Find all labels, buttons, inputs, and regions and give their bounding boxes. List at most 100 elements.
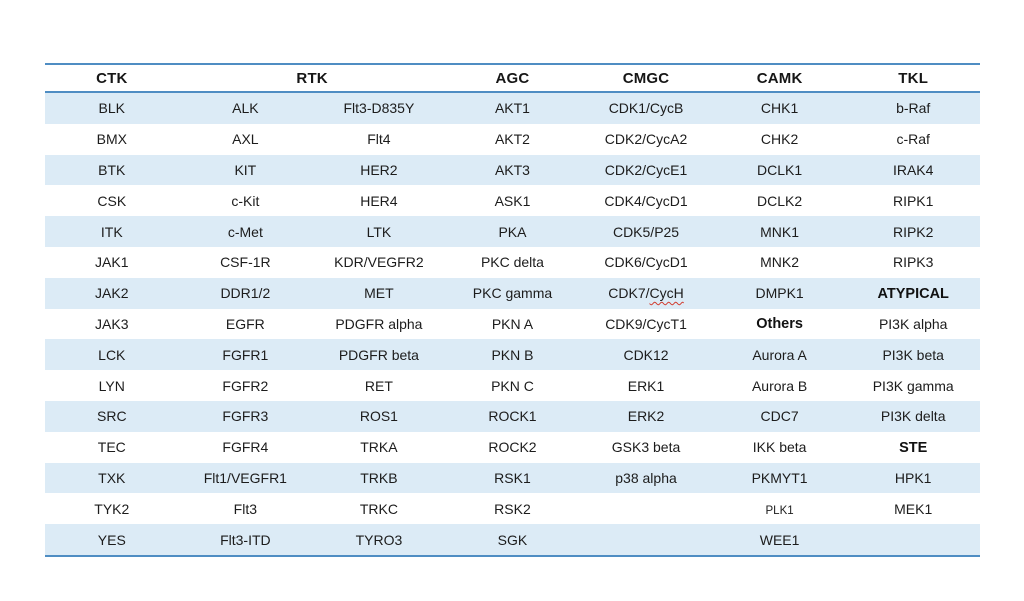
table-cell: CDK7/CycH [579, 278, 713, 309]
spellcheck-underline: CycH [649, 285, 684, 302]
table-cell: Flt1/VEGFR1 [203, 469, 287, 486]
column-header-tkl: TKL [846, 63, 980, 93]
table-cell: LTK [366, 223, 392, 240]
table-cell: CDK6/CycD1 [604, 254, 688, 271]
table-cell: STE [846, 432, 980, 463]
table-cell: PLK1 [713, 493, 847, 524]
table-row: JAK1 CSF-1R KDR/VEGFR2 PKC delta CDK6/CycD1 M… [45, 246, 980, 278]
table-cell: SGK [445, 524, 580, 557]
table-cell: PKN C [491, 377, 534, 394]
column-header-rtk: RTK [178, 63, 446, 93]
table-cell: Flt3-ITD [178, 524, 313, 557]
table-cell: RSK2 [494, 500, 531, 517]
table-cell: FGFR3 [222, 408, 269, 425]
table-cell: HER2 [360, 161, 398, 178]
table-cell: c-Raf [896, 131, 930, 148]
table-cell: BTK [98, 161, 126, 178]
table-cell: PI3K alpha [878, 315, 948, 332]
table-cell: KIT [234, 161, 257, 178]
table-row: BLK ALK Flt3-D835Y AKT1 CDK1/CycB CHK1 b-Raf [45, 92, 980, 124]
table-cell: PKN A [491, 315, 534, 332]
table-cell [846, 524, 980, 557]
column-header-cmgc: CMGC [579, 63, 713, 93]
table-cell: Flt3 [233, 500, 258, 517]
table-row: ITK c-Met LTK PKA CDK5/P25 MNK1 RIPK2 [45, 216, 980, 247]
table-cell: CDK1/CycB [608, 100, 684, 117]
table-cell: b-Raf [896, 100, 931, 117]
table-cell: TRKB [360, 469, 398, 486]
table-cell: CSF-1R [220, 254, 271, 271]
table-cell: Flt3-D835Y [343, 100, 415, 117]
table-cell: RSK1 [494, 469, 531, 486]
table-cell: DCLK2 [757, 192, 803, 209]
table-cell: CHK2 [760, 131, 799, 148]
table-cell: HER4 [360, 192, 398, 209]
table-cell: EGFR [225, 315, 265, 332]
table-cell [579, 524, 713, 557]
table-row: SRC FGFR3 ROS1 ROCK1 ERK2 CDC7 PI3K delta [45, 400, 980, 432]
table-cell: MEK1 [894, 500, 933, 517]
table-row: TXK Flt1/VEGFR1 TRKB RSK1 p38 alpha PKMYT1 HPK… [45, 462, 980, 494]
group-label: Others [756, 316, 803, 333]
table-body: BLK ALK Flt3-D835Y AKT1 CDK1/CycB CHK1 b-Raf BM… [45, 92, 980, 557]
table-cell: TYK2 [94, 500, 130, 517]
column-header-camk: CAMK [712, 63, 847, 93]
table-cell: MNK1 [760, 223, 800, 240]
table-cell: JAK1 [95, 254, 129, 271]
table-cell: PDGFR beta [338, 346, 419, 363]
table-cell: RIPK2 [892, 223, 934, 240]
table-cell: MNK2 [760, 254, 800, 271]
table-cell: CHK1 [760, 100, 799, 117]
table-cell: ITK [100, 223, 123, 240]
table-cell: CDK4/CycD1 [604, 192, 688, 209]
table-cell: ALK [232, 100, 259, 117]
table-cell: AXL [232, 131, 259, 148]
table-row: BTK KIT HER2 AKT3 CDK2/CycE1 DCLK1 IRAK4 [45, 154, 980, 186]
table-cell: Aurora B [751, 377, 808, 394]
column-header-agc: AGC [445, 63, 580, 93]
table-cell: LYN [98, 377, 125, 394]
table-cell: CDK2/CycE1 [604, 161, 688, 178]
table-cell: p38 alpha [615, 469, 677, 486]
table-cell: JAK3 [95, 315, 129, 332]
table-row: YES Flt3-ITD TYRO3 SGK WEE1 [45, 524, 980, 557]
table-cell: CDK9/CycT1 [605, 315, 687, 332]
table-header: CTK RTK AGC CMGC CAMK TKL [45, 63, 980, 93]
table-cell: WEE1 [712, 524, 847, 557]
table-cell: IRAK4 [892, 161, 934, 178]
table-cell: ERK2 [627, 408, 665, 425]
table-row: LYN FGFR2 RET PKN C ERK1 Aurora B PI3K gamma [45, 370, 980, 401]
table-cell: Flt4 [367, 131, 391, 148]
table-cell: c-Met [227, 223, 263, 240]
table-cell: PI3K beta [882, 346, 944, 363]
column-header-ctk: CTK [45, 63, 179, 93]
table-row: JAK3 EGFR PDGFR alpha PKN A CDK9/CycT1 Others… [45, 308, 980, 340]
table-cell: TRKC [359, 500, 398, 517]
table-cell: RIPK3 [892, 254, 934, 271]
table-cell: YES [45, 524, 179, 557]
kinase-family-table: CTK RTK AGC CMGC CAMK TKL BLK ALK Flt3-D835Y AKT… [45, 63, 980, 557]
table-cell: FGFR1 [222, 346, 269, 363]
table-cell: ATYPICAL [846, 278, 980, 309]
table-cell: PI3K gamma [872, 377, 954, 394]
table-cell: ROS1 [359, 408, 398, 425]
table-cell: PKC gamma [472, 285, 553, 302]
table-cell: PKMYT1 [751, 469, 808, 486]
table-cell: BMX [96, 131, 127, 148]
table-cell: ASK1 [494, 192, 531, 209]
table-cell: TYRO3 [312, 524, 446, 557]
table-row: CSK c-Kit HER4 ASK1 CDK4/CycD1 DCLK2 RIPK1 [45, 185, 980, 217]
table-cell: DDR1/2 [220, 285, 271, 302]
table-cell: c-Kit [231, 192, 260, 209]
table-row: JAK2 DDR1/2 MET PKC gamma CDK7/CycH DMPK1 ATYP… [45, 277, 980, 309]
table-cell: RIPK1 [892, 192, 934, 209]
table-cell: PKC delta [480, 254, 544, 271]
group-label: ATYPICAL [877, 285, 949, 302]
table-cell: CDK12 [623, 346, 669, 363]
table-cell: ROCK1 [488, 408, 537, 425]
table-cell: TEC [97, 439, 126, 456]
table-cell: AKT1 [494, 100, 530, 117]
table-cell: ERK1 [627, 377, 665, 394]
table-cell: FGFR2 [222, 377, 269, 394]
